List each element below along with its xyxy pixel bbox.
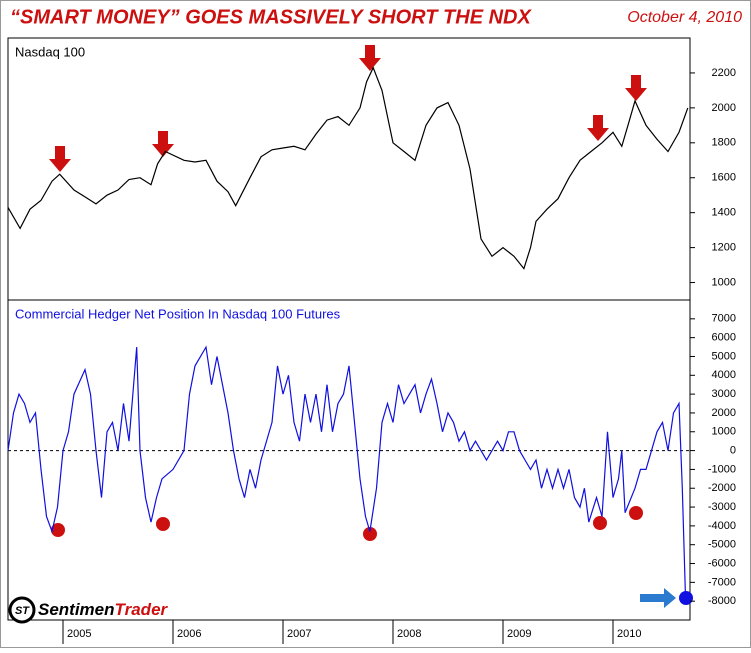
data-line — [7, 66, 689, 270]
logo-part1: Sentimen — [38, 600, 115, 619]
y-tick-label: -4000 — [708, 520, 736, 532]
y-tick-label: 3000 — [712, 388, 736, 400]
y-tick-label: 1000 — [712, 276, 736, 288]
page-date: October 4, 2010 — [627, 9, 742, 26]
peak-arrows — [49, 45, 647, 172]
logo-part2: Trader — [115, 600, 169, 619]
logo-text: SentimenTrader — [38, 600, 169, 619]
x-tick-label: 2007 — [287, 628, 311, 640]
x-tick-label: 2009 — [507, 628, 531, 640]
logo-mark — [8, 596, 36, 624]
x-tick-label: 2008 — [397, 628, 421, 640]
y-tick-label: 1200 — [712, 242, 736, 254]
plot-frame — [7, 37, 691, 621]
dot — [363, 527, 377, 541]
arrow — [359, 45, 381, 71]
y-tick-label: -5000 — [708, 539, 736, 551]
y-tick-label: 2000 — [712, 407, 736, 419]
data-line — [7, 345, 687, 602]
y-tick-label: -1000 — [708, 463, 736, 475]
panel-title: Nasdaq 100 — [15, 44, 85, 59]
y-tick-label: -7000 — [708, 576, 736, 588]
y-tick-label: 1000 — [712, 426, 736, 438]
x-tick-label: 2010 — [617, 628, 641, 640]
y-tick-label: -6000 — [708, 557, 736, 569]
y-tick-label: 7000 — [712, 313, 736, 325]
dot — [593, 516, 607, 530]
arrow — [152, 131, 174, 157]
dot — [629, 506, 643, 520]
y-tick-label: 1400 — [712, 207, 736, 219]
y-tick-label: -2000 — [708, 482, 736, 494]
y-tick-label: 4000 — [712, 369, 736, 381]
logo: ST SentimenTrader — [8, 596, 169, 624]
y-tick-label: -3000 — [708, 501, 736, 513]
arrow — [625, 75, 647, 101]
arrow — [49, 146, 71, 172]
current-arrow — [640, 588, 676, 608]
y-tick-label: -8000 — [708, 595, 736, 607]
trough-dots — [51, 506, 643, 541]
y-tick-label: 0 — [730, 444, 736, 456]
arrow — [587, 115, 609, 141]
logo-initials: ST — [15, 605, 30, 617]
y-tick-label: 2000 — [712, 102, 736, 114]
y-tick-label: 1600 — [712, 172, 736, 184]
x-tick-label: 2005 — [67, 628, 91, 640]
y-tick-label: 5000 — [712, 350, 736, 362]
dot — [51, 523, 65, 537]
y-tick-label: 6000 — [712, 332, 736, 344]
y-tick-label: 1800 — [712, 137, 736, 149]
x-tick-label: 2006 — [177, 628, 201, 640]
dot — [156, 517, 170, 531]
y-tick-label: 2200 — [712, 67, 736, 79]
page-title: “SMART MONEY” GOES MASSIVELY SHORT THE N… — [10, 6, 532, 28]
panel-title: Commercial Hedger Net Position In Nasdaq… — [15, 306, 341, 321]
